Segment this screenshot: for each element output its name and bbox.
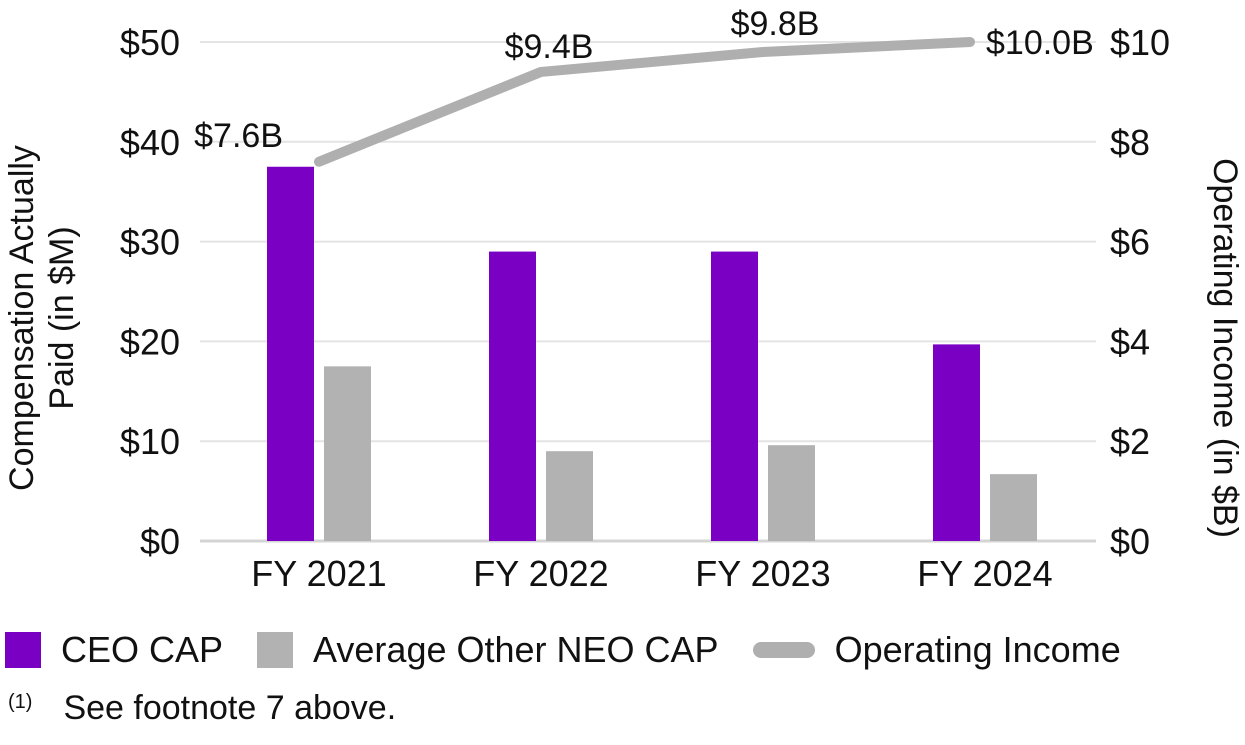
category-label: FY 2022 — [473, 553, 608, 594]
line-point-label: $9.8B — [731, 5, 820, 43]
left-axis-title: Compensation Actually Paid (in $M) — [3, 145, 81, 491]
operating-income-line-swatch-icon — [752, 642, 815, 658]
line-point-label: $10.0B — [986, 24, 1094, 62]
legend-item-operating-income: Operating Income — [752, 629, 1121, 670]
footnote-text: See footnote 7 above. — [63, 689, 397, 727]
right-tick-label: $4 — [1110, 321, 1150, 362]
left-tick-label: $50 — [120, 22, 180, 63]
line-point-label: $7.6B — [194, 117, 283, 155]
bar-series-0 — [267, 166, 980, 541]
combo-chart: $7.6B$9.4B$9.8B$10.0B$0$10$20$30$40$50$0… — [3, 5, 1244, 594]
right-tick-label: $6 — [1110, 222, 1150, 263]
bar — [267, 166, 314, 541]
category-label: FY 2023 — [695, 553, 830, 594]
bar — [546, 451, 593, 541]
left-tick-label: $10 — [120, 421, 180, 462]
legend-item-avg-other-neo-cap: Average Other NEO CAP — [257, 631, 719, 669]
legend-label-avg-other-neo-cap: Average Other NEO CAP — [313, 629, 719, 670]
right-tick-label: $8 — [1110, 122, 1150, 163]
category-labels: FY 2021 FY 2022 FY 2023 FY 2024 — [251, 553, 1052, 594]
left-tick-label: $30 — [120, 222, 180, 263]
bar — [933, 344, 980, 541]
line-point-labels: $7.6B $9.4B $9.8B $10.0B — [194, 5, 1094, 155]
legend-item-ceo-cap: CEO CAP — [5, 631, 223, 669]
left-tick-label: $0 — [140, 521, 180, 562]
footnote: (1) See footnote 7 above. — [8, 688, 396, 728]
right-tick-label: $0 — [1110, 521, 1150, 562]
bar — [711, 251, 758, 541]
operating-income-line — [314, 37, 975, 167]
footnote-marker: (1) — [8, 691, 33, 713]
bar-series-1 — [324, 366, 1037, 541]
legend-label-operating-income: Operating Income — [834, 629, 1121, 670]
bar — [990, 474, 1037, 541]
bar — [768, 445, 815, 541]
legend: CEO CAP Average Other NEO CAP Operating … — [5, 631, 1121, 669]
category-label: FY 2021 — [251, 553, 386, 594]
category-label: FY 2024 — [917, 553, 1052, 594]
bar — [324, 366, 371, 541]
right-axis-title: Operating Income (in $B) — [1206, 158, 1244, 538]
right-tick-label: $2 — [1110, 421, 1150, 462]
left-axis-ticks: $0 $10 $20 $30 $40 $50 — [120, 22, 180, 562]
right-tick-label: $10 — [1110, 22, 1170, 63]
legend-label-ceo-cap: CEO CAP — [61, 629, 224, 670]
left-tick-label: $40 — [120, 122, 180, 163]
right-axis-ticks: $0 $2 $4 $6 $8 $10 — [1110, 22, 1170, 562]
ceo-cap-swatch-icon — [5, 632, 41, 668]
left-axis-title-line1: Compensation Actually — [3, 145, 41, 491]
left-axis-title-line2: Paid (in $M) — [43, 226, 81, 409]
line-point-label: $9.4B — [505, 28, 594, 66]
bar — [489, 251, 536, 541]
neo-cap-swatch-icon — [257, 632, 294, 668]
left-tick-label: $20 — [120, 321, 180, 362]
